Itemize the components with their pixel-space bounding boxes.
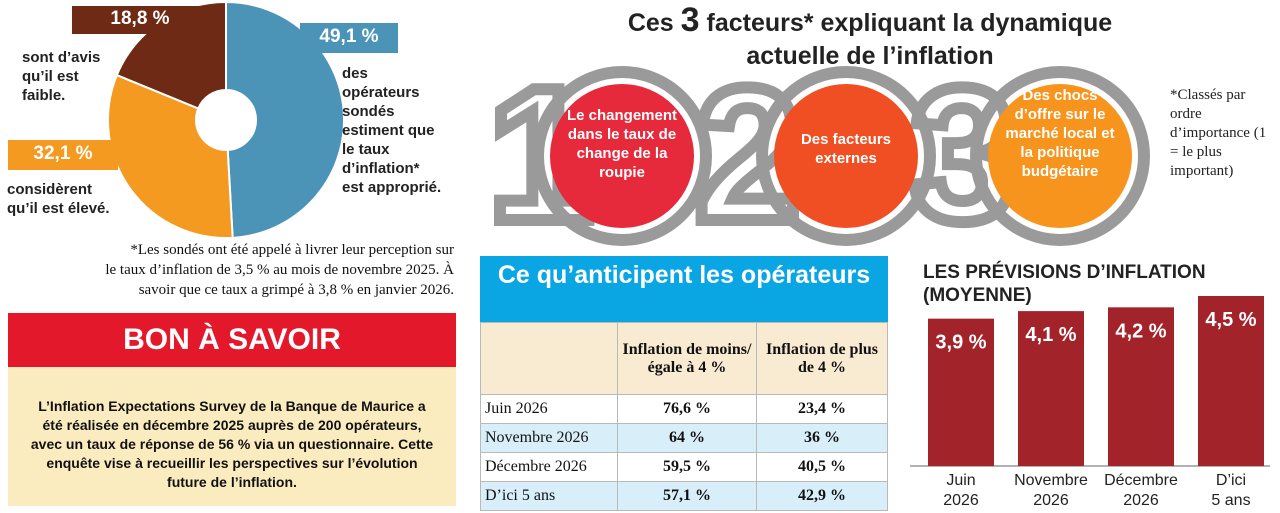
table-cell-value: 59,5 %: [617, 452, 757, 482]
factors-title-line2: actuelle de l’inflation: [746, 42, 994, 70]
bar: [1018, 311, 1084, 466]
title-number: 3: [680, 1, 700, 39]
previsions-title: LES PRÉVISIONS D’INFLATION (MOYENNE): [923, 262, 1206, 306]
bar: [928, 318, 994, 466]
table-header-cell: [480, 322, 618, 395]
table-cell-period: D’ici 5 ans: [480, 481, 618, 511]
table-cell-period: Juin 2026: [480, 394, 618, 424]
pct-box-faible: [72, 6, 208, 34]
survey-note: *Les sondés ont été appelé à livrer leur…: [4, 240, 454, 300]
ring-2: [756, 66, 936, 246]
table-header-cell: Inflation de moins/égale à 4 %: [617, 322, 757, 395]
bar: [1198, 296, 1264, 466]
bar-value-label: 3,9 %: [935, 332, 986, 354]
x-tick-label: D’ici: [1216, 472, 1246, 489]
legend-line: opérateurs: [342, 84, 420, 101]
legend-text-eleve: considèrent qu’il est élevé.: [7, 180, 110, 218]
legend-line: le taux: [342, 141, 390, 158]
anticipations-title: Ce qu’anticipent les opérateurs: [480, 256, 888, 322]
pct-box-eleve: [8, 140, 118, 170]
factors-title-line1: Ces 3 facteurs* expliquant la dynamique: [555, 1, 1185, 40]
table-cell-period: Décembre 2026: [480, 452, 618, 482]
note-line: savoir que ce taux a grimpé à 3,8 % en j…: [138, 282, 454, 298]
x-tick-label: 2026: [1033, 492, 1069, 509]
legend-line: d’inflation*: [342, 160, 420, 177]
table-header-cell: Inflation de plus de 4 %: [756, 322, 888, 395]
legend-text-approprie: des opérateurs sondés estiment que le ta…: [342, 64, 441, 197]
legend-line: est approprié.: [342, 179, 442, 196]
table-cell-value: 23,4 %: [756, 394, 888, 424]
previsions-bar-chart: 3,9 % Juin 2026 4,1 % Novembre 2026 4,2 % Décem…: [910, 296, 1270, 509]
factor-disc-2: [774, 84, 918, 228]
factors-graphic: 1 2 3: [490, 62, 1150, 247]
note-line: *Les sondés ont été appelé à livrer leur…: [130, 242, 454, 258]
legend-line: sondés: [342, 103, 395, 120]
table-row: Décembre 2026 59,5 % 40,5 %: [480, 452, 888, 482]
title-word: Ces: [627, 9, 674, 37]
donut-slice-eleve: [107, 73, 234, 239]
x-tick-label: 2026: [943, 492, 979, 509]
pct-label-faible: 18,8 %: [110, 8, 170, 29]
bar-value-label: 4,2 %: [1115, 320, 1166, 342]
table-row: Novembre 2026 64 % 36 %: [480, 423, 888, 453]
factor-text-1: Le changement dans le taux de change de …: [566, 107, 678, 181]
table-cell-period: Novembre 2026: [480, 423, 618, 453]
pct-label-approprie: 49,1 %: [319, 26, 379, 47]
legend-line: estiment que: [342, 122, 435, 139]
table-row: Juin 2026 76,6 % 23,4 %: [480, 394, 888, 424]
factor-text-2: Des facteurs externes: [800, 131, 892, 167]
bon-a-savoir-box: BON À SAVOIR L’Inflation Expectations Su…: [8, 313, 456, 506]
pct-box-approprie: [300, 23, 398, 53]
x-tick-label: 2026: [1123, 492, 1159, 509]
factor-disc-1: [550, 84, 694, 228]
inflation-perception-donut: [8, 0, 398, 239]
anticipations-panel: Ce qu’anticipent les opérateurs Inflatio…: [480, 256, 888, 511]
bon-a-savoir-text: L’Inflation Expectations Survey de la Ba…: [30, 398, 434, 490]
bar-value-label: 4,1 %: [1025, 324, 1076, 346]
factor-disc-3: [988, 84, 1132, 228]
ring-1: [532, 66, 712, 246]
title-word: facteurs* expliquant la dynamique: [706, 9, 1113, 37]
legend-line: faible.: [22, 87, 66, 104]
legend-line: considèrent: [7, 181, 93, 198]
table-cell-value: 40,5 %: [756, 452, 888, 482]
legend-text-faible: sont d’avis qu’il est faible.: [22, 48, 100, 105]
legend-line: sont d’avis: [22, 49, 101, 66]
x-tick-label: 5 ans: [1211, 492, 1250, 509]
table-cell-value: 76,6 %: [617, 394, 757, 424]
x-tick-label: Décembre: [1104, 472, 1178, 489]
table-row: D’ici 5 ans 57,1 % 42,9 %: [480, 481, 888, 511]
legend-line: des: [342, 65, 368, 82]
table-cell-value: 64 %: [617, 423, 757, 453]
bar: [1108, 307, 1174, 466]
x-tick-label: Juin: [946, 472, 975, 489]
legend-line: qu’il est: [22, 68, 79, 85]
note-line: le taux d’inflation de 3,5 % au mois de …: [105, 262, 454, 278]
table-cell-value: 42,9 %: [756, 481, 888, 511]
table-header-row: Inflation de moins/égale à 4 % Inflation…: [480, 322, 888, 395]
factor-text-3: Des chocs d’offre sur le marché local et…: [1005, 87, 1115, 180]
legend-line: qu’il est élevé.: [7, 200, 110, 217]
factors-title: Ces 3 facteurs* expliquant la dynamique …: [555, 1, 1185, 73]
pct-label-eleve: 32,1 %: [33, 143, 93, 164]
factors-ranking-note: *Classés par ordre d’importance (1 = le …: [1170, 87, 1267, 179]
table-cell-value: 57,1 %: [617, 481, 757, 511]
ring-3: [970, 66, 1150, 246]
table-cell-value: 36 %: [756, 423, 888, 453]
anticipations-table: Inflation de moins/égale à 4 % Inflation…: [480, 322, 888, 511]
bon-a-savoir-title: BON À SAVOIR: [8, 313, 456, 367]
x-tick-label: Novembre: [1014, 472, 1088, 489]
bar-value-label: 4,5 %: [1205, 309, 1256, 331]
